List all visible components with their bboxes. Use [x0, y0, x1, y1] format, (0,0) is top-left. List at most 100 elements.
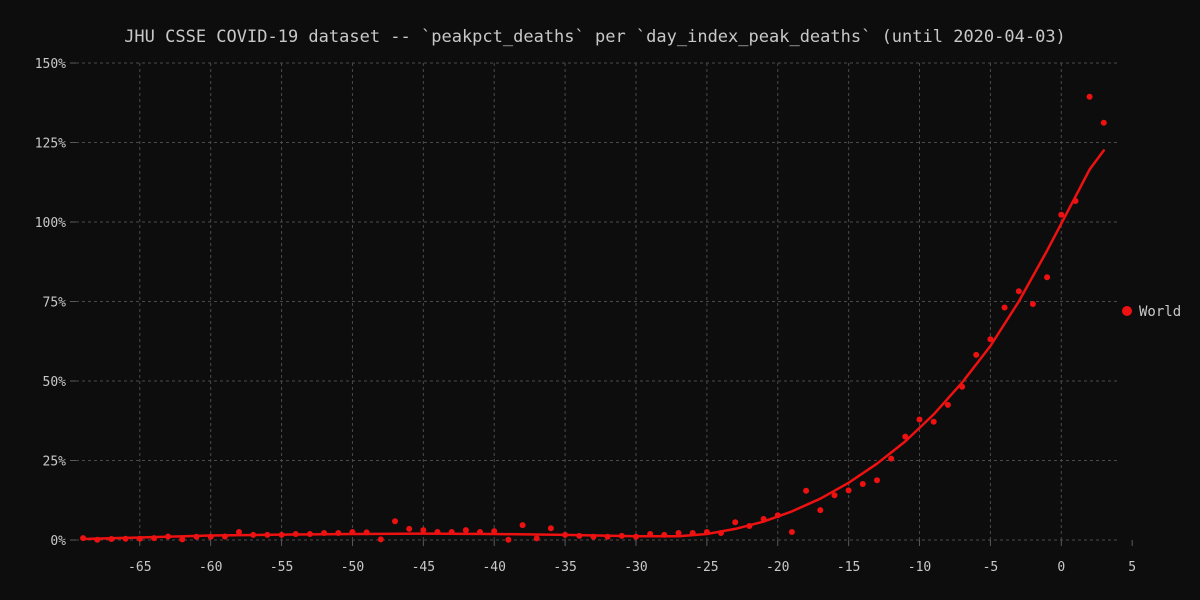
data-point — [151, 535, 157, 542]
data-point — [718, 530, 724, 536]
x-tick-label: -65 — [128, 560, 151, 575]
data-point — [448, 529, 455, 535]
data-point — [604, 533, 611, 540]
data-point — [80, 535, 87, 542]
data-point — [264, 531, 271, 538]
data-point — [1015, 288, 1022, 295]
data-point — [959, 383, 966, 390]
data-point — [491, 528, 498, 535]
data-point — [420, 527, 427, 534]
data-point — [562, 531, 569, 538]
data-point — [136, 535, 143, 542]
y-tick-label: 125% — [35, 137, 66, 152]
data-point — [505, 536, 512, 543]
x-tick-label: -40 — [482, 560, 505, 575]
data-point — [250, 531, 257, 538]
chart-title: JHU CSSE COVID-19 dataset -- `peakpct_de… — [124, 27, 1066, 47]
x-tick-label: -15 — [837, 560, 860, 575]
data-point — [236, 529, 242, 535]
data-points-layer — [80, 93, 1107, 543]
data-point — [321, 530, 328, 536]
data-point — [1001, 304, 1008, 311]
data-point — [179, 536, 186, 543]
data-point — [392, 518, 398, 525]
data-point — [207, 533, 214, 540]
data-point — [973, 351, 980, 358]
data-point — [306, 531, 313, 537]
x-tick-label: -60 — [199, 560, 222, 575]
legend[interactable]: World — [1122, 304, 1181, 320]
data-point — [788, 529, 795, 535]
data-point — [732, 519, 739, 526]
data-point — [1086, 93, 1093, 100]
data-point — [831, 492, 838, 499]
data-point — [944, 401, 951, 408]
data-point — [519, 522, 526, 529]
y-tick-label: 100% — [35, 216, 66, 231]
data-point — [1029, 301, 1036, 307]
data-point — [278, 531, 285, 538]
data-point — [987, 336, 994, 343]
legend-marker — [1122, 306, 1132, 316]
data-point — [845, 487, 852, 494]
tick-labels: 0%25%50%75%100%125%150%-65 -60 -55 -50 -45 -4… — [35, 57, 1136, 575]
data-point — [108, 536, 115, 542]
data-point — [122, 535, 129, 542]
data-point — [888, 455, 895, 462]
data-point — [647, 531, 654, 537]
data-point — [1058, 211, 1065, 218]
data-point — [703, 529, 710, 535]
data-point — [760, 516, 767, 522]
data-point — [221, 533, 228, 540]
x-tick-label: -25 — [695, 560, 718, 575]
data-point — [930, 418, 937, 425]
data-point — [1100, 119, 1107, 126]
x-tick-label: -30 — [624, 560, 647, 575]
x-tick-label: -55 — [270, 560, 293, 575]
x-tick-label: -10 — [908, 560, 931, 575]
data-point — [874, 477, 880, 484]
data-point — [193, 533, 200, 540]
x-tick-label: -45 — [412, 560, 435, 575]
data-point — [165, 533, 172, 540]
data-point — [576, 532, 583, 539]
data-point — [859, 481, 866, 487]
data-point — [633, 533, 639, 540]
data-point — [363, 529, 370, 536]
x-tick-label: -35 — [553, 560, 576, 575]
data-point — [1044, 274, 1051, 281]
data-point — [675, 530, 682, 536]
data-point — [618, 532, 625, 539]
data-point — [406, 525, 413, 532]
data-point — [477, 529, 483, 535]
data-point — [349, 529, 356, 535]
data-point — [689, 530, 696, 536]
legend-label-world: World — [1139, 304, 1181, 320]
data-point — [335, 530, 342, 536]
x-tick-label: -20 — [766, 560, 789, 575]
data-point — [94, 536, 101, 543]
data-point — [774, 512, 781, 519]
data-point — [292, 531, 299, 537]
axes — [70, 62, 1133, 546]
data-point — [902, 433, 909, 440]
data-point — [661, 531, 668, 538]
data-point — [746, 523, 753, 529]
data-point — [803, 487, 810, 494]
trend-line-layer — [81, 149, 1106, 541]
data-point — [817, 507, 824, 514]
x-tick-label: 0 — [1057, 560, 1065, 575]
data-point — [590, 533, 597, 540]
y-tick-label: 0% — [50, 534, 66, 549]
y-tick-label: 150% — [35, 57, 66, 72]
data-point — [916, 416, 923, 423]
data-point — [377, 536, 384, 543]
data-point — [533, 535, 540, 542]
data-point — [434, 529, 441, 535]
grid-lines — [76, 62, 1118, 541]
data-point — [1072, 198, 1079, 204]
x-tick-label: 5 — [1128, 560, 1136, 575]
y-tick-label: 75% — [43, 296, 67, 311]
x-tick-label: -50 — [341, 560, 364, 575]
